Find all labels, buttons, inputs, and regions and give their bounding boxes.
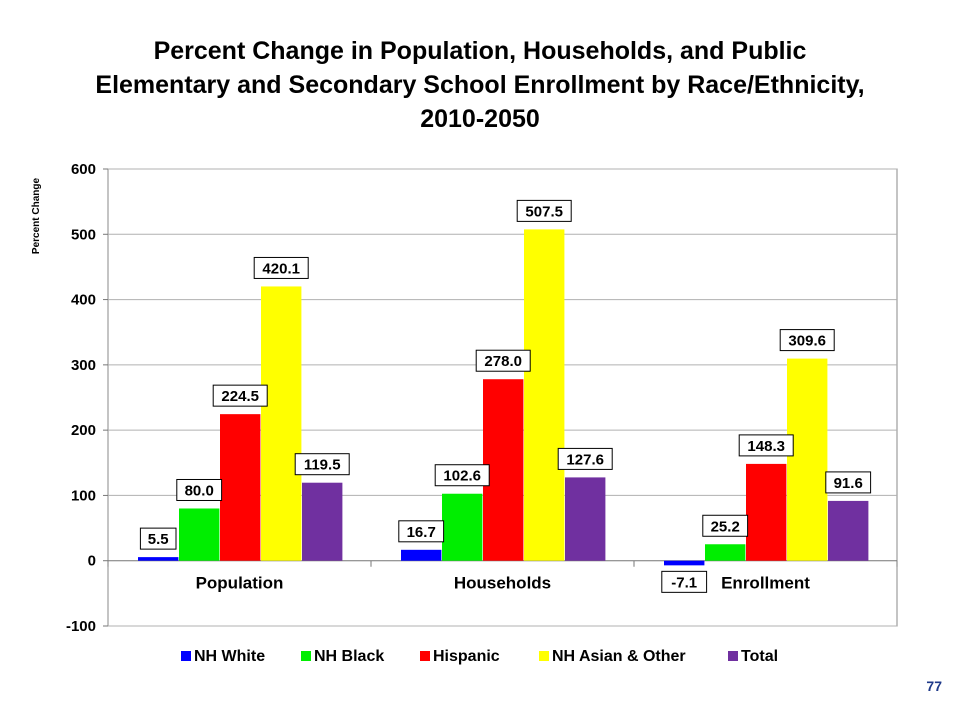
data-label-box [253,256,309,279]
data-label-box [212,384,268,407]
legend-label: NH Black [314,648,384,665]
data-label-box [557,447,613,470]
chart-title-line-1: Percent Change in Population, Households… [153,37,807,65]
bar [746,463,787,561]
data-label: 119.5 [304,457,341,474]
data-label-box [294,453,350,476]
y-tick-label: 100 [71,487,96,504]
data-label: 507.5 [525,203,563,220]
data-label: 80.0 [185,482,214,499]
x-tick-label: Households [454,574,551,593]
data-label-box [702,514,749,537]
y-axis-label: Percent Change [31,177,42,254]
bar [705,544,746,561]
bar [138,557,179,561]
data-label-box [738,434,794,457]
data-label-box [779,329,835,352]
data-label-box [661,570,708,593]
data-label-box [176,478,223,501]
data-label: 102.6 [443,468,481,485]
legend-swatch [728,651,738,661]
y-tick-label: 300 [71,357,96,374]
y-tick-label: 200 [71,422,96,439]
bar [179,508,220,561]
data-label-box [516,199,572,222]
bar [483,379,524,561]
bar [302,482,343,561]
data-label: 91.6 [834,475,863,492]
data-label-box [475,349,531,372]
y-tick-label: 600 [71,161,96,178]
data-label: 5.5 [148,531,169,548]
legend-swatch [301,651,311,661]
data-label: 224.5 [221,388,259,405]
chart-title-line-3: 2010-2050 [420,105,540,133]
chart-title-line-2: Elementary and Secondary School Enrollme… [95,71,865,99]
data-label-box [825,471,872,494]
legend-swatch [420,651,430,661]
bar [220,414,261,561]
legend-label: NH Asian & Other [552,648,686,665]
y-tick-label: -100 [66,618,96,635]
bar [828,500,869,561]
bar [261,286,302,561]
bar [442,493,483,561]
data-label: 148.3 [747,438,785,455]
data-label: 278.0 [484,353,522,370]
data-label: 420.1 [262,260,300,277]
y-tick-label: 500 [71,226,96,243]
chart-title: Percent Change in Population, Households… [40,34,920,136]
y-tick-label: 400 [71,292,96,309]
x-tick-label: Population [196,574,284,593]
data-label: 25.2 [711,518,740,535]
legend-label: NH White [194,648,265,665]
data-label: 309.6 [788,333,826,350]
data-label: -7.1 [671,574,697,591]
bar [664,560,705,566]
bar [565,477,606,561]
data-label-box [434,464,490,487]
page-number: 77 [926,678,942,694]
data-label: 16.7 [407,524,436,541]
bar [524,229,565,561]
data-label-box [139,527,177,550]
bar [787,358,828,561]
y-tick-label: 0 [88,553,96,570]
data-label-box [398,520,445,543]
legend-swatch [539,651,549,661]
bar [401,549,442,561]
legend-label: Total [741,648,778,665]
data-label: 127.6 [566,451,604,468]
legend-swatch [181,651,191,661]
x-tick-label: Enrollment [721,574,810,593]
legend-label: Hispanic [433,648,500,665]
